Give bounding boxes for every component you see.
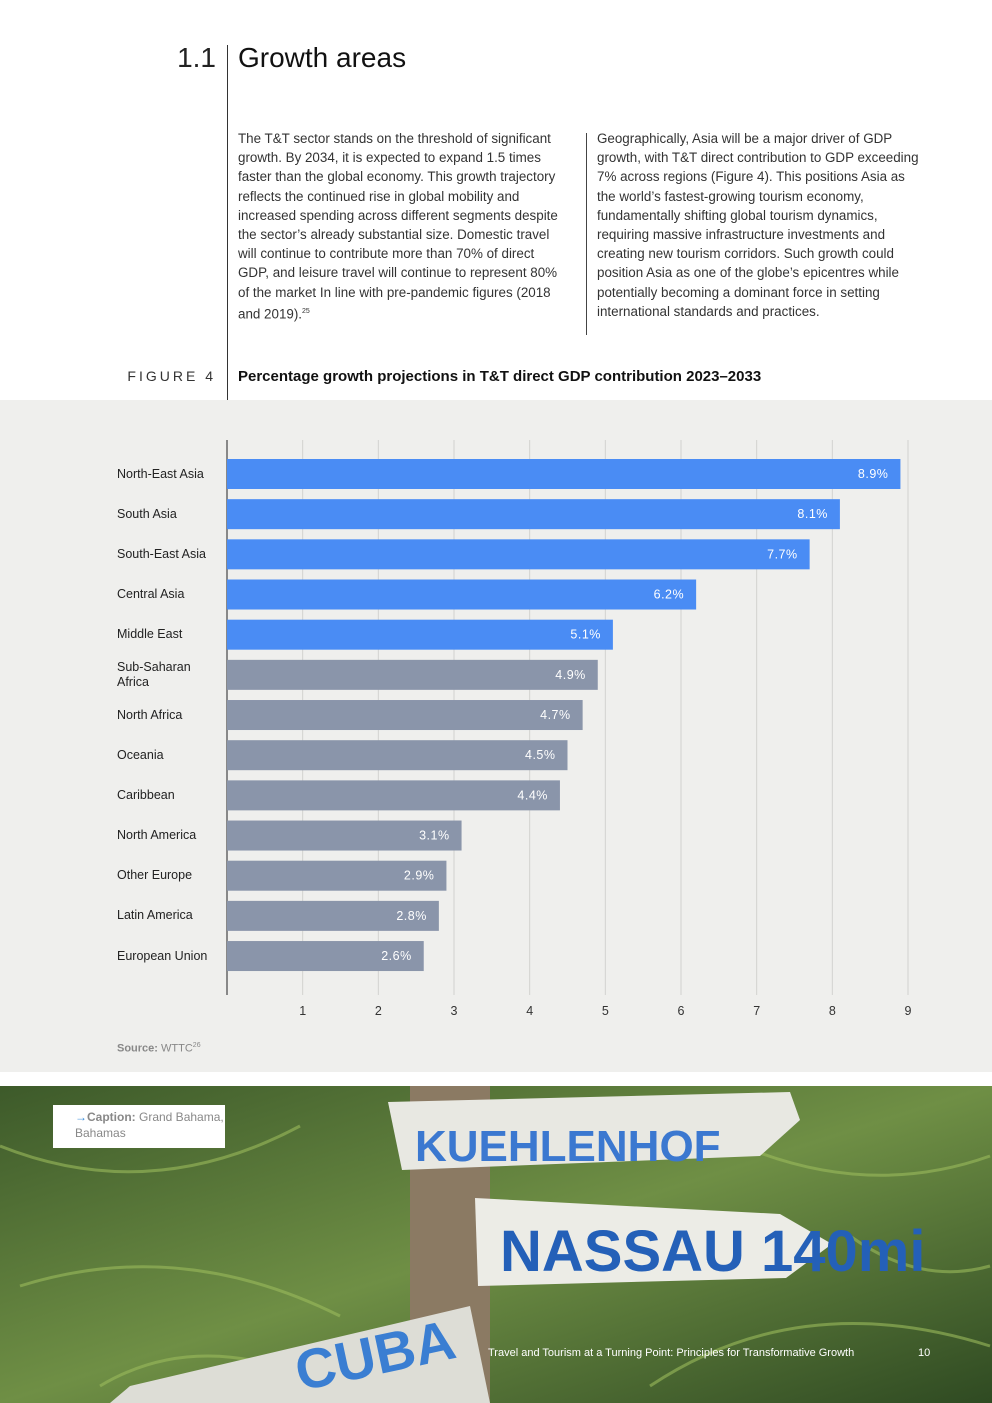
x-tick-label: 2: [375, 1004, 382, 1018]
category-label: Other Europe: [117, 868, 193, 883]
bar: [227, 459, 901, 489]
footnote: 25: [302, 307, 310, 315]
category-label: North Africa: [117, 707, 183, 722]
caption-label: Caption:: [87, 1110, 136, 1124]
bar: [227, 499, 840, 530]
bar: [227, 780, 560, 811]
category-label: North-East Asia: [117, 466, 204, 481]
x-tick-label: 5: [602, 1004, 609, 1018]
value-label: 5.1%: [570, 628, 601, 642]
source-label: Source:: [117, 1042, 158, 1055]
section-number: 1.1: [177, 42, 216, 73]
bar: [227, 941, 424, 972]
value-label: 4.7%: [540, 708, 571, 722]
caption-arrow: →: [75, 1110, 87, 1124]
value-label: 7.7%: [767, 547, 798, 561]
x-tick-label: 7: [753, 1004, 760, 1018]
bar: [227, 539, 810, 570]
category-label: South-East Asia: [117, 546, 206, 561]
bar: [227, 860, 447, 891]
category-label: Caribbean: [117, 787, 175, 802]
x-tick-label: 3: [451, 1004, 458, 1018]
value-label: 6.2%: [654, 588, 685, 602]
category-label: European Union: [117, 948, 208, 963]
figure-title: Percentage growth projections in T&T dir…: [238, 368, 762, 385]
category-label: Middle East: [117, 627, 183, 642]
rule: [586, 133, 587, 335]
sign: [110, 1306, 490, 1403]
paragraph: Geographically, Asia will be a major dri…: [597, 131, 919, 319]
sign: [388, 1092, 800, 1170]
paragraph: The T&T sector stands on the threshold o…: [238, 129, 563, 324]
x-tick-label: 8: [829, 1004, 836, 1018]
x-tick-label: 9: [905, 1004, 912, 1018]
caption: →Caption: Grand Bahama, Bahamas: [53, 1105, 225, 1148]
chart-panel: 1 2 3 4 5 6 7 8 9 8.9% 8.1% 7.7% 6.2% 5.1% 4.9% 4.7% 4.5…: [0, 400, 992, 1072]
bar: [227, 659, 598, 690]
category-label: Central Asia: [117, 587, 185, 601]
category-label: North America: [117, 828, 197, 843]
source-text: WTTC: [161, 1042, 193, 1055]
caption-text: Grand Bahama, Bahamas: [75, 1110, 224, 1140]
footer-title: Travel and Tourism at a Turning Point: P…: [488, 1347, 855, 1359]
sign-text: NASSAU 140mi: [500, 1219, 925, 1284]
value-label: 4.5%: [525, 748, 556, 762]
value-label: 2.8%: [396, 909, 427, 923]
rule: [227, 45, 228, 400]
x-tick-label: 4: [526, 1004, 533, 1018]
value-label: 8.9%: [858, 467, 889, 481]
value-label: 2.6%: [381, 949, 412, 963]
sign-text: KUEHLENHOF: [415, 1122, 721, 1171]
value-label: 4.9%: [555, 668, 586, 682]
chart: 1 2 3 4 5 6 7 8 9 8.9% 8.1% 7.7% 6.2% 5.1% 4.9% 4.7% 4.5…: [226, 440, 912, 1018]
text: The T&T sector stands on the threshold o…: [238, 131, 558, 322]
value-label: 8.1%: [797, 507, 828, 521]
x-tick-label: 6: [678, 1004, 685, 1018]
bar: [227, 740, 568, 771]
value-label: 2.9%: [404, 869, 435, 883]
footnote: 26: [192, 1042, 201, 1049]
category-label: Latin America: [117, 908, 193, 923]
value-label: 4.4%: [517, 788, 548, 802]
bar: [227, 619, 613, 650]
bar: [227, 579, 697, 610]
photo: KUEHLENHOF NASSAU 140mi CUBA: [0, 1086, 992, 1403]
value-label: 3.1%: [419, 829, 450, 843]
category-label: Oceania: [117, 747, 164, 762]
figure-label: FIGURE 4: [127, 368, 216, 384]
bar: [227, 900, 439, 931]
section-title: Growth areas: [238, 42, 407, 73]
category-label: South Asia: [117, 506, 177, 521]
page-number: 10: [918, 1347, 931, 1359]
x-tick-label: 1: [299, 1004, 306, 1018]
bar: [227, 820, 462, 851]
bar: [227, 700, 583, 731]
palm-leaves: [0, 1124, 991, 1388]
source: Source: WTTC26: [117, 1042, 201, 1055]
sign: [475, 1198, 832, 1286]
category-label: Sub-Saharan Africa: [117, 659, 191, 689]
